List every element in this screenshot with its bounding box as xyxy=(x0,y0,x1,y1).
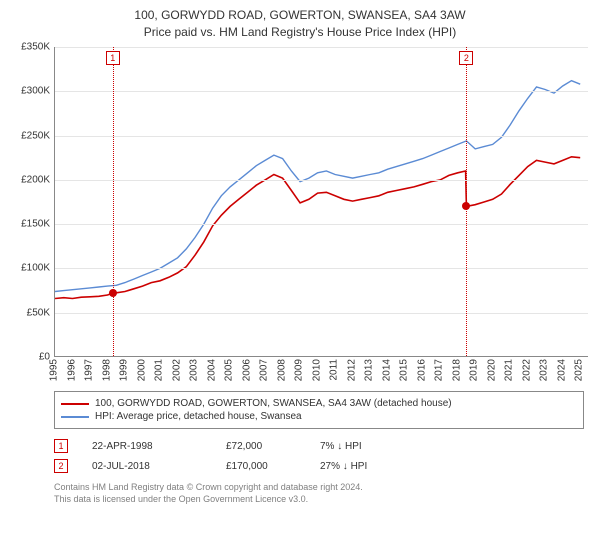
x-tick-label: 2008 xyxy=(276,359,287,381)
footer-line-2: This data is licensed under the Open Gov… xyxy=(54,493,588,505)
event-price: £72,000 xyxy=(226,441,296,452)
x-tick-label: 2018 xyxy=(451,359,462,381)
x-axis: 1995199619971998199920002001200220032004… xyxy=(54,359,588,387)
gridline xyxy=(55,313,588,314)
event-price: £170,000 xyxy=(226,461,296,472)
legend-row: HPI: Average price, detached house, Swan… xyxy=(61,411,577,422)
x-tick-label: 1999 xyxy=(119,359,130,381)
event-pct-vs-hpi: 27% ↓ HPI xyxy=(320,461,430,472)
sale-marker-dot xyxy=(109,289,117,297)
x-tick-label: 2013 xyxy=(364,359,375,381)
x-tick-label: 2025 xyxy=(574,359,585,381)
x-tick-label: 2016 xyxy=(416,359,427,381)
x-tick-label: 2022 xyxy=(521,359,532,381)
x-tick-label: 2019 xyxy=(469,359,480,381)
event-row: 2 02-JUL-2018 £170,000 27% ↓ HPI xyxy=(54,459,588,473)
x-tick-label: 2024 xyxy=(556,359,567,381)
x-tick-label: 2006 xyxy=(241,359,252,381)
event-vline xyxy=(113,47,114,356)
event-date: 02-JUL-2018 xyxy=(92,461,202,472)
x-tick-label: 2009 xyxy=(294,359,305,381)
x-tick-label: 2000 xyxy=(136,359,147,381)
x-tick-label: 2020 xyxy=(486,359,497,381)
series-line-property_price xyxy=(55,157,580,299)
x-tick-label: 2017 xyxy=(434,359,445,381)
x-tick-label: 2010 xyxy=(311,359,322,381)
gridline xyxy=(55,180,588,181)
y-axis: £0£50K£100K£150K£200K£250K£300K£350K xyxy=(12,47,52,357)
events-table: 1 22-APR-1998 £72,000 7% ↓ HPI 2 02-JUL-2018 £… xyxy=(54,439,588,473)
x-tick-label: 2011 xyxy=(329,359,340,381)
x-tick-label: 1998 xyxy=(101,359,112,381)
x-tick-label: 1996 xyxy=(66,359,77,381)
legend-swatch xyxy=(61,416,89,418)
series-line-hpi_swansea_detached xyxy=(55,81,580,292)
event-date: 22-APR-1998 xyxy=(92,441,202,452)
x-tick-label: 1995 xyxy=(49,359,60,381)
y-tick-label: £300K xyxy=(21,86,50,97)
footer-attribution: Contains HM Land Registry data © Crown c… xyxy=(54,481,588,505)
x-tick-label: 2005 xyxy=(224,359,235,381)
y-tick-label: £150K xyxy=(21,219,50,230)
event-marker-box: 2 xyxy=(459,51,473,65)
y-tick-label: £50K xyxy=(27,307,50,318)
chart-title: 100, GORWYDD ROAD, GOWERTON, SWANSEA, SA… xyxy=(12,8,588,22)
x-tick-label: 2003 xyxy=(189,359,200,381)
chart-area: £0£50K£100K£150K£200K£250K£300K£350K 12 … xyxy=(12,47,588,387)
x-tick-label: 2012 xyxy=(346,359,357,381)
sale-marker-dot xyxy=(462,202,470,210)
legend-label: HPI: Average price, detached house, Swan… xyxy=(95,411,302,422)
gridline xyxy=(55,268,588,269)
x-tick-label: 2021 xyxy=(504,359,515,381)
y-tick-label: £350K xyxy=(21,42,50,53)
event-row: 1 22-APR-1998 £72,000 7% ↓ HPI xyxy=(54,439,588,453)
y-tick-label: £200K xyxy=(21,174,50,185)
y-tick-label: £250K xyxy=(21,130,50,141)
x-tick-label: 2001 xyxy=(154,359,165,381)
legend-box: 100, GORWYDD ROAD, GOWERTON, SWANSEA, SA… xyxy=(54,391,584,429)
event-marker-box: 1 xyxy=(106,51,120,65)
x-tick-label: 2004 xyxy=(206,359,217,381)
x-tick-label: 2014 xyxy=(381,359,392,381)
line-series-svg xyxy=(55,47,589,357)
x-tick-label: 1997 xyxy=(84,359,95,381)
gridline xyxy=(55,136,588,137)
legend-row: 100, GORWYDD ROAD, GOWERTON, SWANSEA, SA… xyxy=(61,398,577,409)
x-tick-label: 2023 xyxy=(539,359,550,381)
event-number-box: 1 xyxy=(54,439,68,453)
plot-area: 12 xyxy=(54,47,588,357)
legend-swatch xyxy=(61,403,89,405)
event-pct-vs-hpi: 7% ↓ HPI xyxy=(320,441,430,452)
gridline xyxy=(55,91,588,92)
chart-subtitle: Price paid vs. HM Land Registry's House … xyxy=(12,25,588,39)
x-tick-label: 2015 xyxy=(399,359,410,381)
x-tick-label: 2002 xyxy=(171,359,182,381)
event-number-box: 2 xyxy=(54,459,68,473)
y-tick-label: £100K xyxy=(21,263,50,274)
gridline xyxy=(55,224,588,225)
gridline xyxy=(55,47,588,48)
legend-label: 100, GORWYDD ROAD, GOWERTON, SWANSEA, SA… xyxy=(95,398,452,409)
x-tick-label: 2007 xyxy=(259,359,270,381)
footer-line-1: Contains HM Land Registry data © Crown c… xyxy=(54,481,588,493)
